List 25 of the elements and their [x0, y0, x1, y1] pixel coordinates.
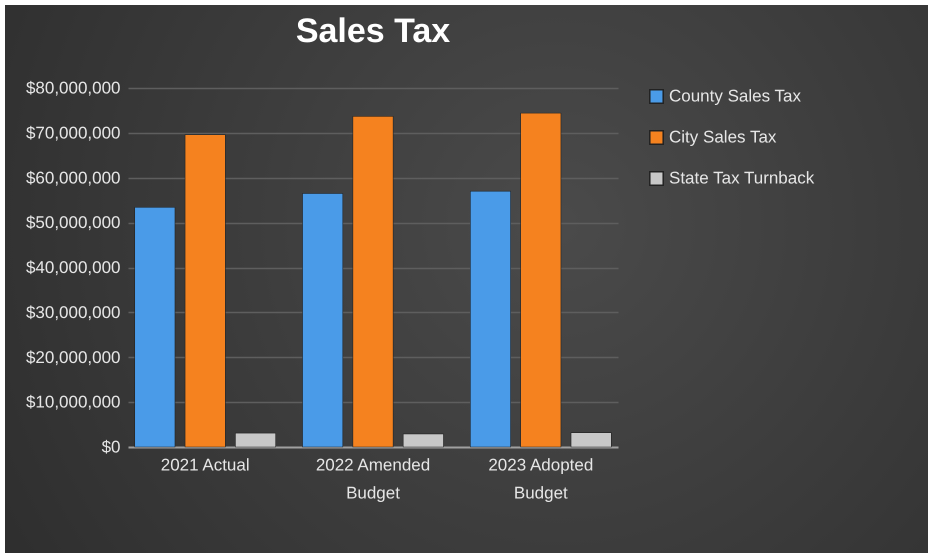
x-tick-label: 2022 Amended Budget [316, 456, 430, 502]
y-tick-label: $0 [102, 438, 120, 456]
bar [184, 134, 226, 448]
y-tick-label: $40,000,000 [26, 258, 120, 277]
legend-label: City Sales Tax [669, 128, 777, 146]
y-tick-label: $70,000,000 [26, 123, 120, 142]
bar [235, 432, 276, 448]
y-tick-label: $30,000,000 [26, 302, 120, 322]
x-tick-label: 2021 Actual [160, 456, 250, 474]
y-tick-label: $10,000,000 [26, 392, 120, 412]
legend-label: State Tax Turnback [669, 168, 815, 188]
bar [134, 207, 176, 448]
y-tick-label: $60,000,000 [26, 168, 120, 188]
bar [470, 190, 511, 448]
y-tick-label: $50,000,000 [26, 213, 120, 232]
y-tick-label: $80,000,000 [26, 78, 120, 98]
bar [352, 116, 394, 448]
y-tick-label: $20,000,000 [26, 348, 120, 367]
bar [302, 193, 344, 448]
x-tick-label: 2023 Adopted Budget [488, 456, 594, 502]
bar [570, 432, 612, 448]
bar [520, 112, 562, 448]
chart-title: Sales Tax [296, 12, 450, 50]
bar [402, 434, 444, 448]
legend-label: County Sales Tax [669, 86, 802, 106]
